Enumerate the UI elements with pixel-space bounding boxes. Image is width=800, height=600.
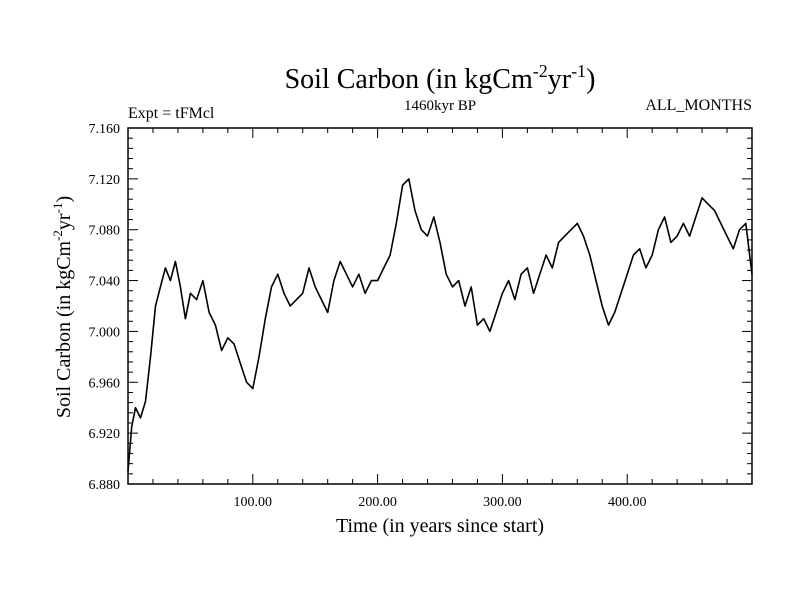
- series-group: [127, 178, 753, 472]
- y-tick-label: 6.880: [89, 478, 121, 493]
- x-tick-label: 300.00: [483, 495, 522, 510]
- x-tick-label: 100.00: [234, 495, 273, 510]
- subtitle: 1460kyr BP: [404, 98, 476, 114]
- plot-frame: [127, 127, 753, 485]
- x-tick-label: 200.00: [358, 495, 397, 510]
- y-tick-label: 7.080: [89, 224, 121, 239]
- axes: [127, 127, 753, 485]
- x-ticks: 100.00 200.00 300.00 400.00: [152, 128, 728, 510]
- experiment-label: Expt = tFMcl: [128, 105, 215, 122]
- y-tick-label: 6.960: [89, 376, 121, 391]
- x-axis-label: Time (in years since start): [336, 515, 544, 537]
- y-axis-label: Soil Carbon (in kgCm-2yr-1): [50, 196, 75, 418]
- series-line: [127, 178, 753, 472]
- x-tick-label: 400.00: [608, 495, 647, 510]
- y-tick-label: 7.160: [89, 122, 121, 137]
- y-tick-label: 6.920: [89, 427, 121, 442]
- months-label: ALL_MONTHS: [645, 97, 752, 114]
- y-tick-label: 7.040: [89, 275, 121, 290]
- chart-title: Soil Carbon (in kgCm-2yr-1): [285, 61, 596, 95]
- y-tick-label: 7.000: [89, 325, 121, 340]
- y-tick-label: 7.120: [89, 173, 121, 188]
- y-ticks: 6.880 6.920 6.960 7.000 7.040 7.080 7.120 7.160: [89, 122, 752, 493]
